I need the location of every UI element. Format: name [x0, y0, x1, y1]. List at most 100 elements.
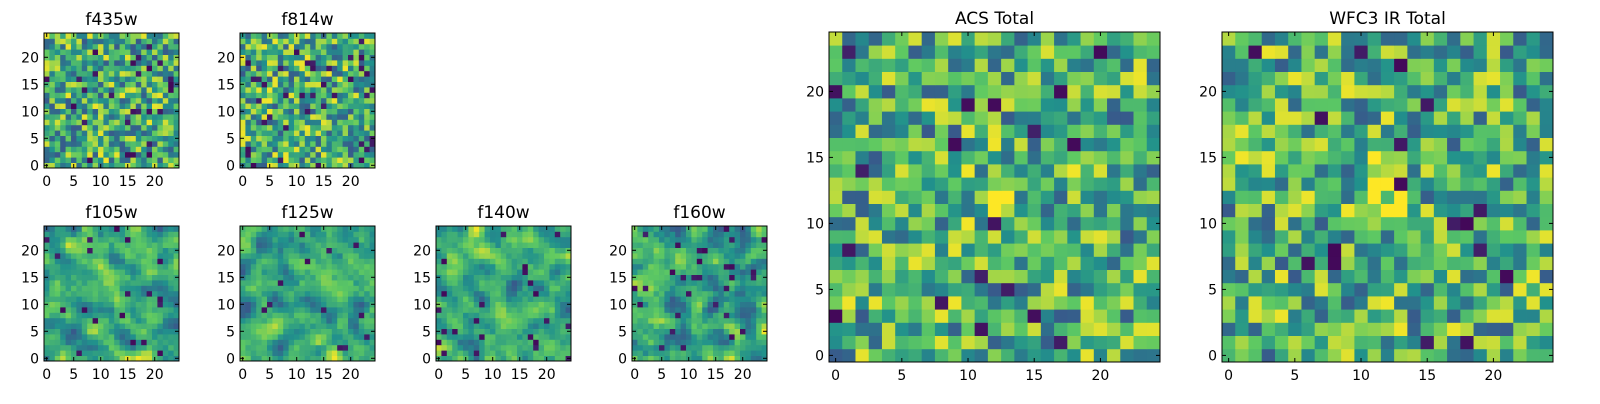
heatmap-cell: [452, 275, 458, 281]
heatmap-cell: [474, 339, 480, 345]
heatmap-cell: [283, 296, 289, 302]
heatmap-cell: [1381, 217, 1395, 231]
heatmap-cell: [245, 114, 251, 120]
heatmap-cell: [1120, 243, 1134, 257]
heatmap-cell: [71, 307, 77, 313]
heatmap-cell: [654, 226, 660, 232]
heatmap-cell: [130, 76, 136, 82]
heatmap-cell: [1120, 349, 1134, 363]
heatmap-cell: [495, 275, 501, 281]
heatmap-cell: [130, 237, 136, 243]
heatmap-cell: [130, 269, 136, 275]
heatmap-cell: [256, 33, 262, 39]
y-tick-label: 10: [217, 297, 235, 313]
y-tick-label: 20: [413, 243, 431, 259]
heatmap-cell: [708, 334, 714, 340]
heatmap-cell: [364, 312, 370, 318]
heatmap-cell: [251, 291, 257, 297]
heatmap-cell: [1028, 177, 1042, 191]
heatmap-cell: [702, 334, 708, 340]
heatmap-cell: [294, 98, 300, 104]
heatmap-cell: [1487, 322, 1501, 336]
heatmap-cell: [670, 231, 676, 237]
heatmap-cell: [130, 157, 136, 163]
heatmap-cell: [664, 237, 670, 243]
heatmap-cell: [474, 280, 480, 286]
heatmap-cell: [114, 55, 120, 61]
heatmap-cell: [343, 307, 349, 313]
heatmap-cell: [517, 307, 523, 313]
heatmap-cell: [895, 230, 909, 244]
heatmap-cell: [842, 322, 856, 336]
heatmap-cell: [528, 296, 534, 302]
heatmap-cell: [735, 248, 741, 254]
heatmap-cell: [549, 291, 555, 297]
heatmap-cell: [136, 130, 142, 136]
heatmap-cell: [262, 318, 268, 324]
heatmap-cell: [908, 32, 922, 46]
heatmap-cell: [1067, 256, 1081, 270]
heatmap-cell: [245, 339, 251, 345]
heatmap-cell: [316, 275, 322, 281]
heatmap-cell: [522, 318, 528, 324]
heatmap-cell: [321, 237, 327, 243]
heatmap-cell: [447, 350, 453, 356]
heatmap-cell: [272, 109, 278, 115]
heatmap-cell: [55, 157, 61, 163]
heatmap-cell: [533, 291, 539, 297]
heatmap-cell: [87, 65, 93, 71]
heatmap-cell: [289, 231, 295, 237]
heatmap-cell: [93, 152, 99, 158]
heatmap-cell: [1513, 204, 1527, 218]
heatmap-cell: [278, 275, 284, 281]
heatmap-cell: [299, 318, 305, 324]
heatmap-cell: [468, 253, 474, 259]
heatmap-cell: [842, 85, 856, 99]
heatmap-cell: [98, 71, 104, 77]
heatmap-cell: [908, 322, 922, 336]
heatmap-cell: [364, 38, 370, 44]
heatmap-cell: [353, 307, 359, 313]
heatmap-cell: [447, 339, 453, 345]
heatmap-cell: [988, 243, 1002, 257]
heatmap-cell: [66, 103, 72, 109]
heatmap-cell: [1513, 349, 1527, 363]
heatmap-cell: [745, 248, 751, 254]
heatmap-cell: [533, 264, 539, 270]
heatmap-cell: [359, 329, 365, 335]
heatmap-cell: [114, 312, 120, 318]
heatmap-cell: [76, 65, 82, 71]
heatmap-cell: [152, 76, 158, 82]
heatmap-cell: [522, 242, 528, 248]
heatmap-cell: [87, 264, 93, 270]
heatmap-cell: [539, 339, 545, 345]
heatmap-cell: [278, 76, 284, 82]
heatmap-cell: [681, 226, 687, 232]
heatmap-cell: [299, 269, 305, 275]
heatmap-cell: [93, 312, 99, 318]
heatmap-cell: [147, 44, 153, 50]
heatmap-cell: [474, 318, 480, 324]
heatmap-cell: [120, 275, 126, 281]
heatmap-cell: [326, 345, 332, 351]
heatmap-cell: [1094, 177, 1108, 191]
heatmap-cell: [272, 136, 278, 142]
heatmap-cell: [1134, 32, 1148, 46]
heatmap-cell: [458, 312, 464, 318]
heatmap-cell: [49, 92, 55, 98]
heatmap-cell: [908, 230, 922, 244]
heatmap-cell: [975, 309, 989, 323]
heatmap-cell: [120, 345, 126, 351]
heatmap-cell: [66, 130, 72, 136]
heatmap-cell: [147, 302, 153, 308]
heatmap-cell: [130, 38, 136, 44]
heatmap-cell: [109, 141, 115, 147]
heatmap-cell: [60, 76, 66, 82]
heatmap-cell: [326, 49, 332, 55]
heatmap-cell: [1341, 243, 1355, 257]
heatmap-cell: [321, 87, 327, 93]
heatmap-cell: [869, 190, 883, 204]
heatmap-cell: [364, 87, 370, 93]
heatmap-cell: [922, 72, 936, 86]
heatmap-cell: [908, 85, 922, 99]
